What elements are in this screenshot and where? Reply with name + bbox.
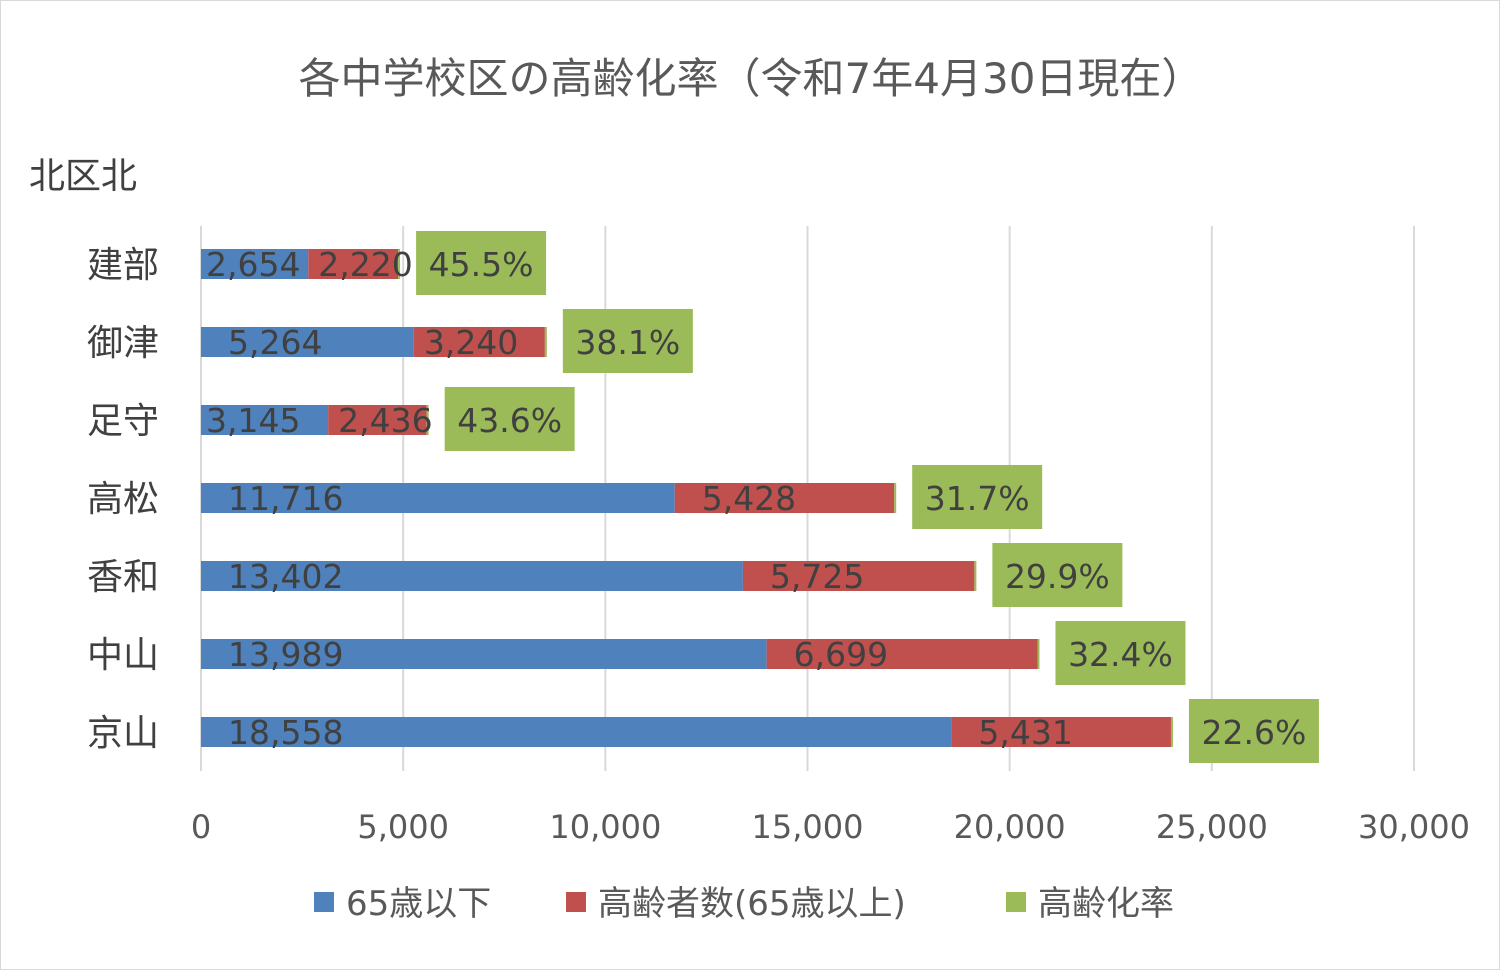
- data-label-aging-rate: 43.6%: [457, 401, 562, 440]
- bar-aging-rate: [1170, 717, 1173, 747]
- bar-under-65: [201, 405, 329, 435]
- aging-rate-label-box: [562, 309, 693, 373]
- category-label: 京山: [87, 713, 159, 754]
- bar-65-and-over: [674, 483, 895, 513]
- x-tick-label: 30,000: [1358, 808, 1470, 846]
- bar-aging-rate: [398, 249, 401, 279]
- data-label-under-65: 13,402: [228, 557, 343, 596]
- bar-65-and-over: [308, 249, 399, 279]
- data-label-under-65: 13,989: [228, 635, 343, 674]
- aging-rate-label-box: [444, 387, 575, 451]
- aging-rate-label-box: [912, 465, 1043, 529]
- data-label-under-65: 5,264: [228, 323, 322, 362]
- bar-under-65: [201, 639, 767, 669]
- x-tick-label: 5,000: [357, 808, 449, 846]
- legend-swatch: [1006, 892, 1026, 912]
- data-label-aging-rate: 38.1%: [575, 323, 680, 362]
- bar-65-and-over: [951, 717, 1171, 747]
- aging-rate-label-box: [1188, 699, 1319, 763]
- legend-label: 高齢化率: [1038, 884, 1174, 924]
- data-label-under-65: 11,716: [228, 479, 343, 518]
- legend-swatch: [314, 892, 334, 912]
- x-tick-label: 25,000: [1156, 808, 1268, 846]
- data-label-aging-rate: 31.7%: [925, 479, 1030, 518]
- data-label-aging-rate: 29.9%: [1005, 557, 1110, 596]
- bar-aging-rate: [974, 561, 977, 591]
- legend-swatch: [566, 892, 586, 912]
- bar-65-and-over: [413, 327, 545, 357]
- aging-rate-label-box: [992, 543, 1123, 607]
- data-label-65-and-over: 6,699: [794, 635, 888, 674]
- category-label: 御津: [87, 323, 159, 364]
- bar-aging-rate: [1037, 639, 1040, 669]
- data-label-aging-rate: 45.5%: [429, 245, 534, 284]
- data-label-under-65: 18,558: [228, 713, 343, 752]
- data-label-65-and-over: 2,436: [338, 401, 432, 440]
- data-label-65-and-over: 3,240: [424, 323, 518, 362]
- bar-aging-rate: [544, 327, 547, 357]
- x-tick-label: 0: [191, 808, 211, 846]
- category-label: 高松: [87, 479, 159, 520]
- x-tick-label: 10,000: [549, 808, 661, 846]
- bar-aging-rate: [894, 483, 897, 513]
- bar-65-and-over: [328, 405, 427, 435]
- bar-under-65: [201, 561, 743, 591]
- bar-under-65: [201, 327, 414, 357]
- category-label: 足守: [87, 401, 159, 442]
- category-label: 建部: [87, 245, 159, 286]
- bar-aging-rate: [426, 405, 429, 435]
- data-label-65-and-over: 5,725: [770, 557, 864, 596]
- data-label-65-and-over: 5,428: [702, 479, 796, 518]
- bar-under-65: [201, 249, 309, 279]
- aging-rate-label-box: [1055, 621, 1186, 685]
- aging-rate-label-box: [416, 231, 547, 295]
- chart-subtitle: 北区北: [29, 156, 138, 197]
- data-label-65-and-over: 2,220: [318, 245, 412, 284]
- bar-65-and-over: [766, 639, 1038, 669]
- x-tick-label: 20,000: [954, 808, 1066, 846]
- bar-under-65: [201, 717, 952, 747]
- data-label-aging-rate: 22.6%: [1202, 713, 1307, 752]
- bar-under-65: [201, 483, 675, 513]
- chart-title: 各中学校区の高齢化率（令和7年4月30日現在）: [298, 54, 1204, 103]
- data-label-65-and-over: 5,431: [978, 713, 1072, 752]
- data-label-under-65: 3,145: [206, 401, 300, 440]
- bar-65-and-over: [742, 561, 975, 591]
- x-tick-label: 15,000: [752, 808, 864, 846]
- data-label-aging-rate: 32.4%: [1068, 635, 1173, 674]
- category-label: 香和: [87, 557, 159, 598]
- legend-label: 高齢者数(65歳以上): [598, 884, 906, 924]
- category-label: 中山: [87, 635, 159, 676]
- legend-label: 65歳以下: [346, 884, 491, 924]
- data-label-under-65: 2,654: [206, 245, 300, 284]
